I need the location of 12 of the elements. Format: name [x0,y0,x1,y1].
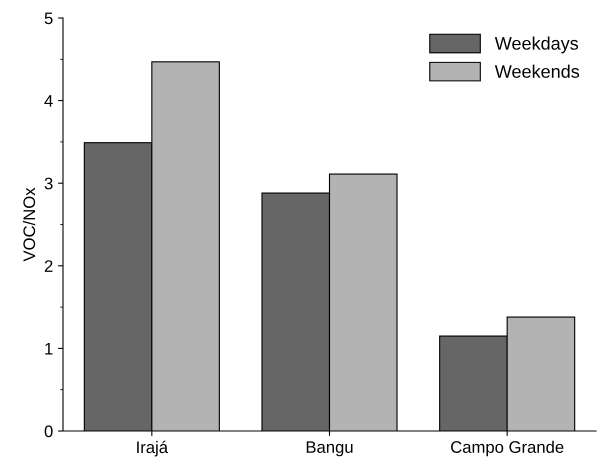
y-tick-label: 5 [44,12,53,24]
y-tick-label: 1 [45,342,52,354]
x-tick-label: Irajá [137,440,168,456]
x-tick-label: Campo Grande [451,440,564,456]
y-tick-label: 4 [44,95,53,107]
y-axis-title: VOC/NOx [22,188,36,262]
legend-label: Weekends [494,64,580,78]
y-tick-label: 2 [44,260,52,272]
legend-label: Weekdays [494,36,578,54]
x-tick-label: Bangu [306,441,352,456]
y-tick-label: 0 [44,425,53,438]
y-tick-label: 3 [44,178,53,190]
